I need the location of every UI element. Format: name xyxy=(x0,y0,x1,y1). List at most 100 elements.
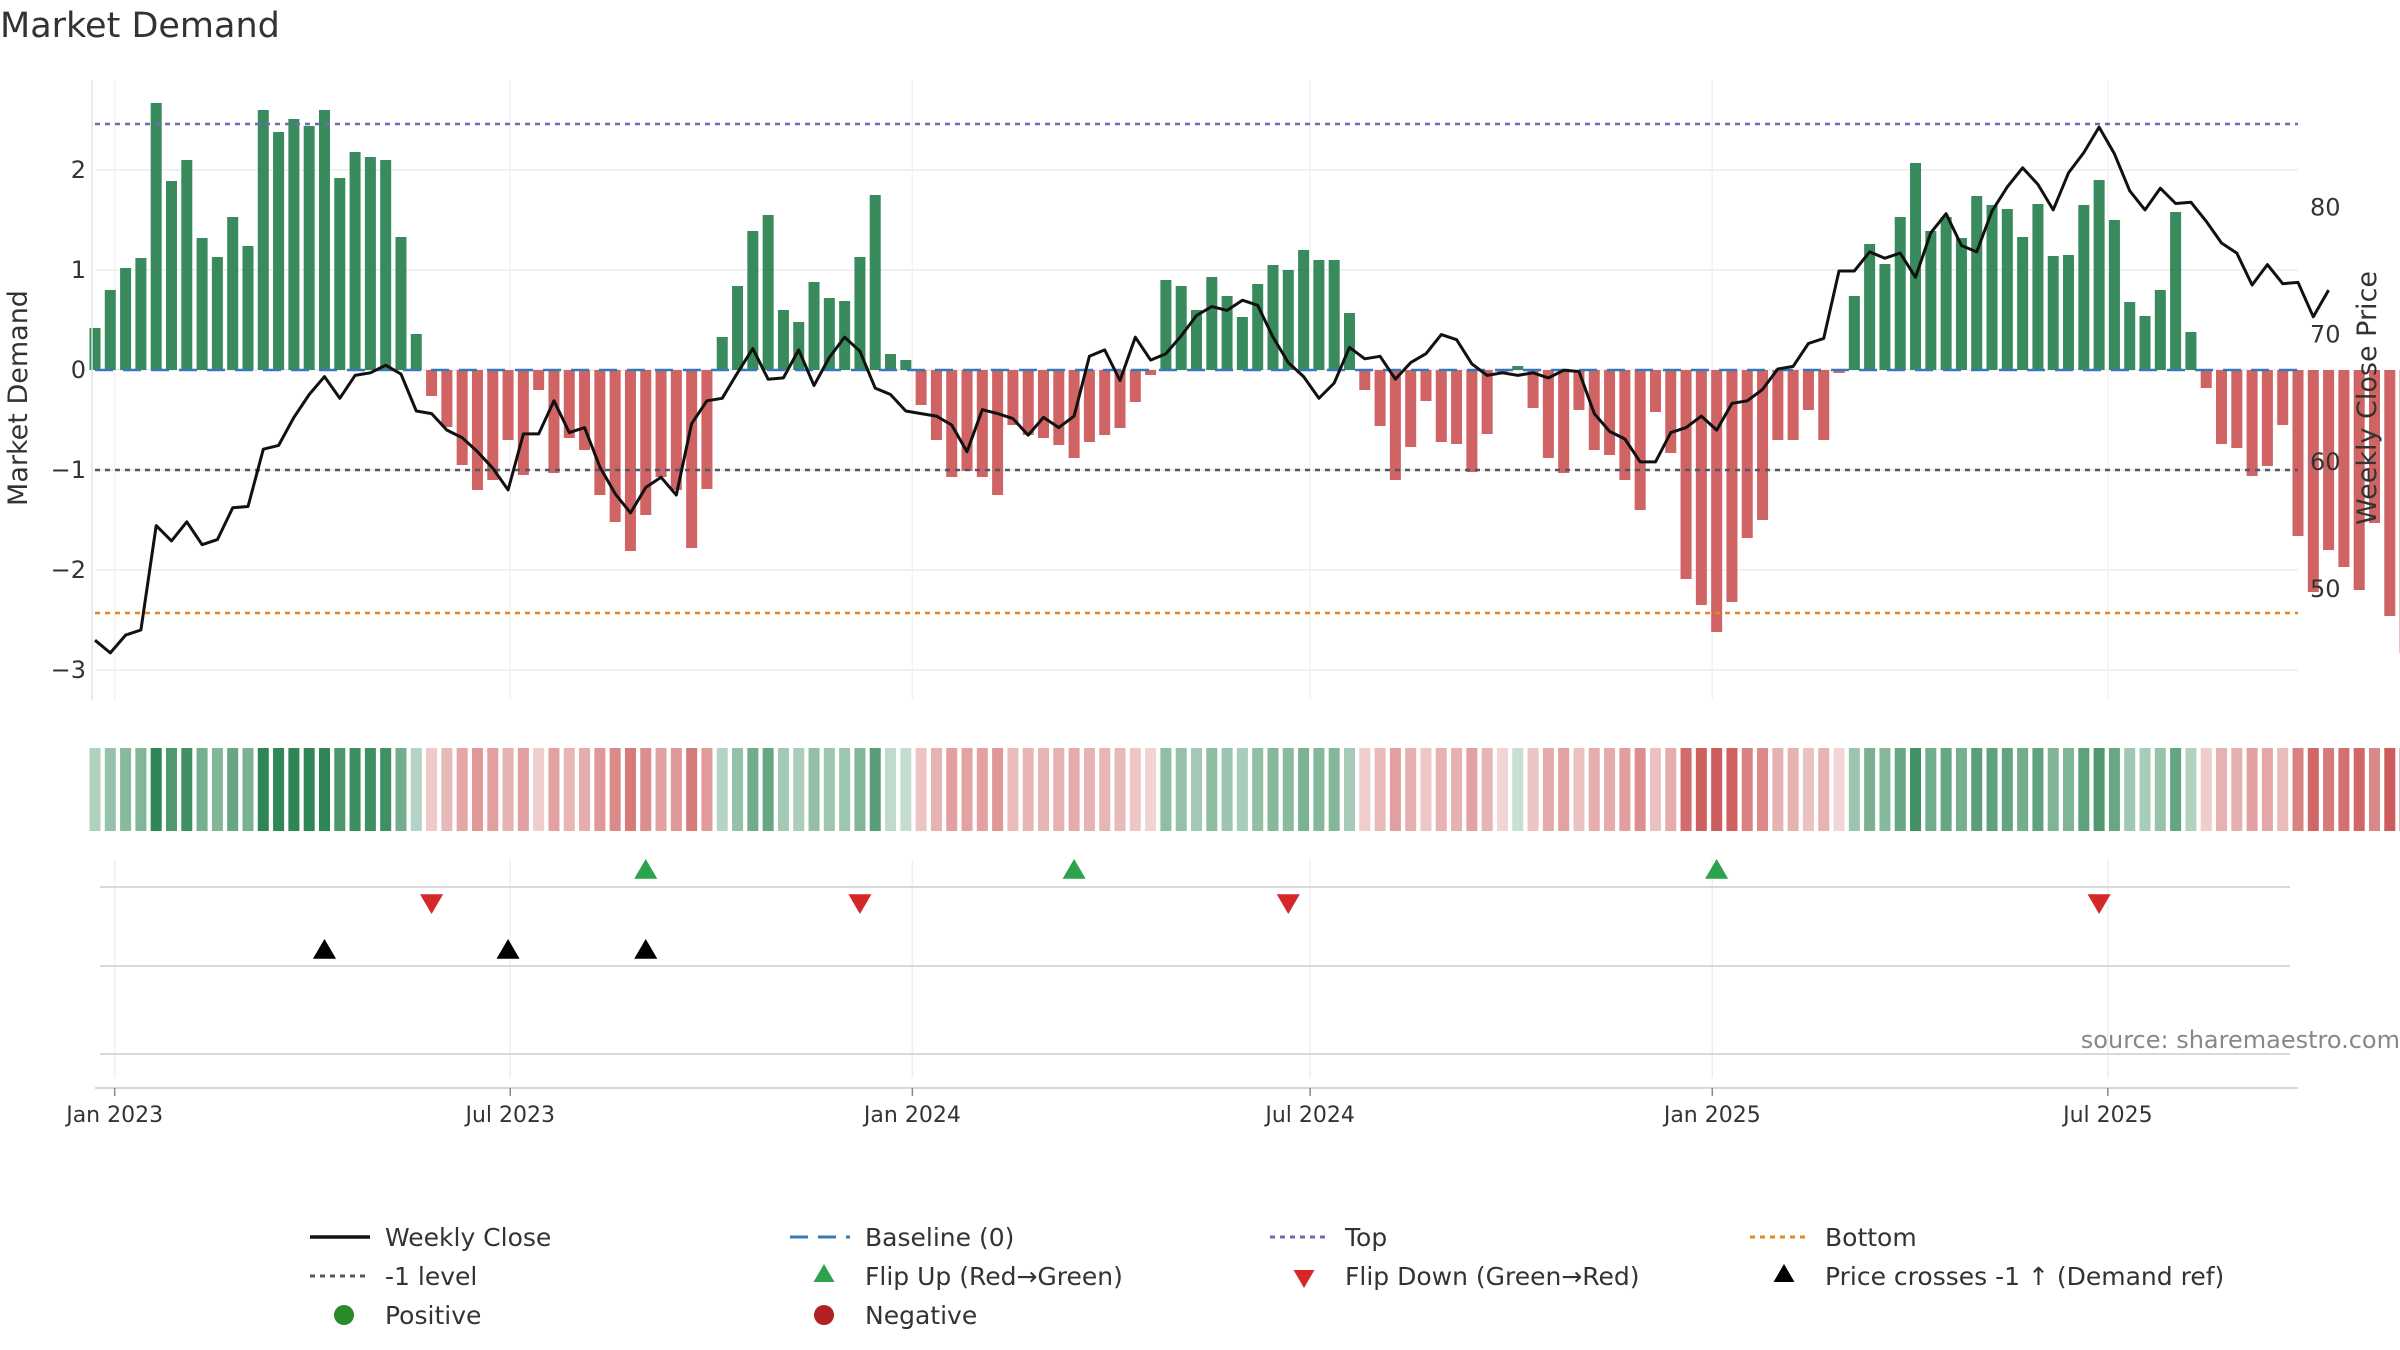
heat-cell xyxy=(2277,748,2289,831)
heat-cell xyxy=(1711,748,1723,831)
heat-cell xyxy=(1604,748,1616,831)
demand-bar xyxy=(1680,370,1692,579)
heat-cell xyxy=(1680,748,1692,831)
heat-cell xyxy=(2246,748,2258,831)
demand-bar xyxy=(548,370,560,473)
demand-bar xyxy=(288,119,300,370)
price-cross-marker xyxy=(634,939,658,959)
demand-bar xyxy=(2063,255,2075,370)
demand-bar xyxy=(930,370,942,440)
demand-bar xyxy=(640,370,652,515)
heat-cell xyxy=(1910,748,1922,831)
heat-cell xyxy=(2338,748,2350,831)
heat-cell xyxy=(2108,748,2120,831)
heat-cell xyxy=(1252,748,1264,831)
heat-cell xyxy=(1741,748,1753,831)
heat-cell xyxy=(548,748,560,831)
heat-cell xyxy=(609,748,621,831)
legend-label: Negative xyxy=(865,1301,977,1330)
demand-bar xyxy=(992,370,1004,495)
heat-cell xyxy=(640,748,652,831)
flip-down-marker xyxy=(1276,894,1300,914)
heat-cell xyxy=(318,748,330,831)
reference-lines xyxy=(95,122,2298,615)
heat-cell xyxy=(242,748,254,831)
y-right-tick-label: 70 xyxy=(2310,321,2341,349)
x-tick-label: Jul 2023 xyxy=(463,1103,555,1128)
heat-cell xyxy=(1190,748,1203,831)
heat-cell xyxy=(930,748,942,831)
demand-bar xyxy=(1772,370,1784,440)
heat-cell xyxy=(196,748,208,831)
heat-cell xyxy=(915,748,927,831)
y-left-tick-label: −1 xyxy=(51,456,86,484)
heat-cell xyxy=(1833,748,1845,831)
demand-bar xyxy=(1818,370,1830,440)
heat-cell xyxy=(1405,748,1417,831)
demand-bar xyxy=(976,370,988,477)
demand-bar xyxy=(1787,370,1799,440)
heat-cell xyxy=(1527,748,1539,831)
y-left-tick-label: −2 xyxy=(51,556,86,584)
demand-bar xyxy=(2001,209,2013,370)
demand-bar xyxy=(1160,280,1172,370)
heat-cell xyxy=(165,748,178,831)
demand-bar xyxy=(1726,370,1738,602)
heat-cell xyxy=(1343,748,1355,831)
demand-bar xyxy=(1848,296,1860,370)
demand-bar xyxy=(2246,370,2258,476)
heat-cell xyxy=(1068,748,1080,831)
flip-up-marker xyxy=(1705,859,1729,879)
demand-bar xyxy=(1466,370,1478,472)
legend-item: Top xyxy=(1270,1223,1387,1252)
demand-bar xyxy=(624,370,636,551)
axes: −3 −2 −1 0 1 2 50 60 70 80 xyxy=(51,80,2341,700)
heat-cell xyxy=(563,748,575,831)
demand-bar xyxy=(2261,370,2273,466)
heat-cell xyxy=(150,748,162,831)
demand-bar xyxy=(1986,205,1998,370)
heat-cell xyxy=(1374,748,1386,831)
heat-cell xyxy=(1053,748,1065,831)
heat-cell xyxy=(900,748,912,831)
demand-bar xyxy=(456,370,468,465)
heat-cell xyxy=(1542,748,1554,831)
demand-bar xyxy=(395,237,407,370)
demand-bar xyxy=(1175,286,1187,370)
demand-bar xyxy=(1190,310,1203,370)
legend-swatch-triangle-down xyxy=(1293,1270,1315,1288)
demand-bar xyxy=(502,370,514,440)
heat-cell xyxy=(594,748,606,831)
heat-cell xyxy=(2047,748,2059,831)
heat-cell xyxy=(395,748,407,831)
legend-item: Baseline (0) xyxy=(790,1223,1014,1252)
demand-bar xyxy=(1971,196,1983,370)
demand-bar xyxy=(380,160,392,370)
heat-cell xyxy=(2185,748,2197,831)
demand-bar xyxy=(135,258,147,370)
legend-label: Top xyxy=(1344,1223,1387,1252)
heat-cell xyxy=(1955,748,1967,831)
demand-bar xyxy=(273,132,285,370)
demand-bar xyxy=(2017,237,2029,370)
heat-cell xyxy=(1894,748,1906,831)
heat-cell xyxy=(793,748,805,831)
weekly-close-line xyxy=(94,125,2330,655)
heat-cell xyxy=(303,748,315,831)
heat-cell xyxy=(487,748,499,831)
x-tick-label: Jan 2025 xyxy=(1662,1103,1761,1128)
demand-bar xyxy=(1451,370,1463,444)
heat-cell xyxy=(1925,748,1937,831)
heat-cell xyxy=(456,748,468,831)
heat-cell xyxy=(2261,748,2273,831)
heat-cell xyxy=(1175,748,1187,831)
demand-bar xyxy=(349,152,361,370)
heat-cell xyxy=(1588,748,1600,831)
demand-bar xyxy=(1757,370,1769,520)
demand-bars xyxy=(89,103,2400,653)
y-right-tick-label: 80 xyxy=(2310,193,2341,221)
y-axis-left-label: Market Demand xyxy=(3,290,34,506)
legend-label: Flip Up (Red→Green) xyxy=(865,1262,1123,1291)
legend-label: -1 level xyxy=(385,1262,477,1291)
demand-bar xyxy=(869,195,881,370)
